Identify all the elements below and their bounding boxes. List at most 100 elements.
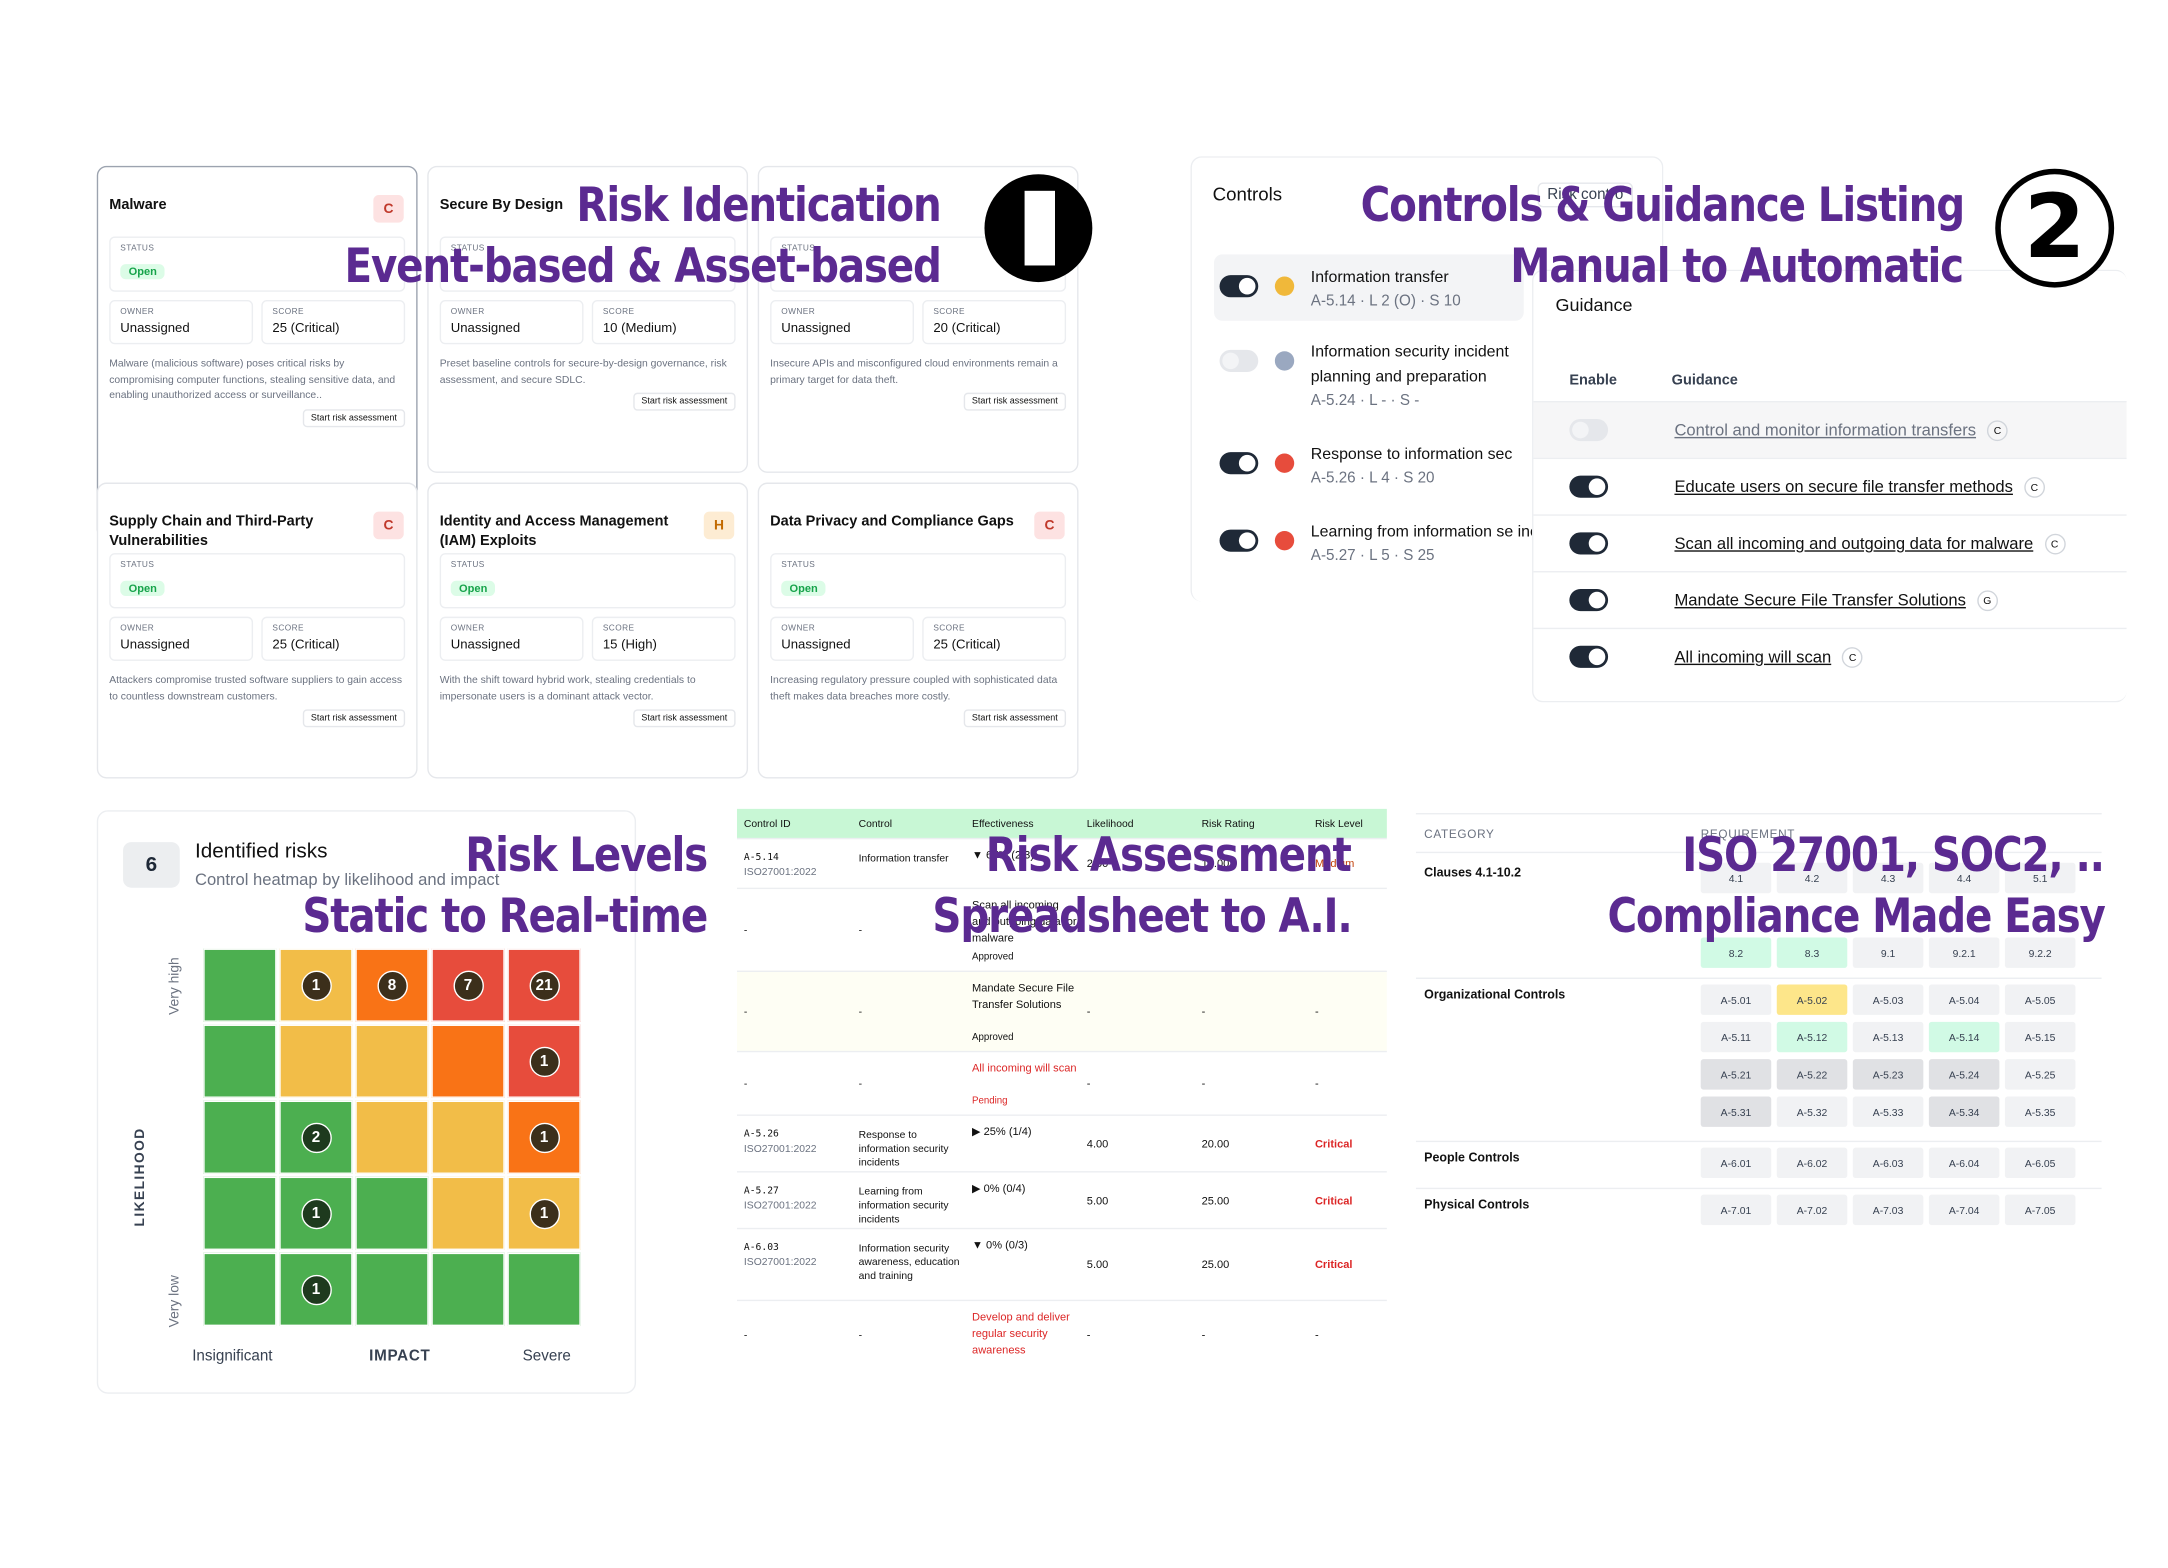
heatmap-cell[interactable] — [203, 1024, 277, 1098]
risk-controls-tab[interactable]: Risk contro — [1537, 182, 1634, 208]
requirement-chip[interactable]: 9.1 — [1852, 937, 1924, 968]
guidance-toggle[interactable] — [1569, 589, 1609, 612]
requirement-chip[interactable]: A-5.03 — [1852, 984, 1924, 1015]
requirement-chip[interactable]: A-5.33 — [1852, 1096, 1924, 1127]
heatmap-cell[interactable] — [355, 1176, 429, 1250]
requirement-chip[interactable]: A-5.22 — [1776, 1059, 1848, 1090]
control-toggle[interactable] — [1219, 275, 1259, 298]
heatmap-cell[interactable] — [203, 1252, 277, 1327]
guidance-link[interactable]: Educate users on secure file transfer me… — [1674, 477, 2013, 497]
guidance-link[interactable]: Control and monitor information transfer… — [1674, 420, 1977, 440]
control-toggle[interactable] — [1219, 452, 1259, 475]
requirement-chip[interactable]: 4.4 — [1928, 862, 2000, 894]
heatmap-cell[interactable] — [355, 1024, 429, 1098]
risk-card[interactable]: Malware C STATUS Open OWNER Unassigned SCORE 25… — [96, 165, 418, 540]
heatmap-cell[interactable] — [355, 1252, 429, 1327]
control-item[interactable]: Information transfer A-5.14 · L 2 (O) · S… — [1219, 265, 1538, 312]
heatmap-cell[interactable]: 2 — [279, 1100, 353, 1174]
guidance-link[interactable]: Scan all incoming and outgoing data for … — [1674, 533, 2034, 554]
requirement-chip[interactable]: A-5.21 — [1700, 1059, 1772, 1090]
requirement-chip[interactable]: 9.2.1 — [1928, 937, 2000, 968]
start-risk-assessment-button[interactable]: Start risk assessment — [963, 392, 1067, 411]
heatmap-cell[interactable] — [355, 1100, 429, 1174]
guidance-toggle[interactable] — [1569, 475, 1609, 498]
requirement-chip[interactable]: A-5.13 — [1852, 1021, 1924, 1053]
requirement-chip[interactable]: A-5.15 — [2004, 1021, 2076, 1053]
guidance-link[interactable]: Mandate Secure File Transfer Solutions — [1674, 590, 1966, 610]
requirement-chip[interactable]: A-7.02 — [1776, 1194, 1848, 1226]
heatmap-cell[interactable] — [431, 1176, 505, 1250]
guidance-toggle[interactable] — [1569, 645, 1609, 668]
heatmap-cell[interactable] — [507, 1252, 581, 1327]
requirement-chip[interactable]: 5.1 — [2004, 862, 2076, 894]
heatmap-cell[interactable]: 8 — [355, 948, 429, 1022]
requirement-chip[interactable]: A-5.02 — [1776, 984, 1848, 1015]
start-risk-assessment-button[interactable]: Start risk assessment — [633, 392, 736, 411]
heatmap-cell[interactable]: 1 — [279, 1252, 353, 1327]
control-item[interactable]: Information security incident planning a… — [1219, 340, 1538, 412]
guidance-link[interactable]: All incoming will scan — [1674, 647, 1832, 667]
heatmap-cell[interactable] — [203, 948, 277, 1022]
requirement-chip[interactable]: A-6.05 — [2004, 1147, 2076, 1179]
heatmap-cell[interactable] — [431, 1252, 505, 1327]
start-risk-assessment-button[interactable]: Start risk assessment — [302, 709, 406, 728]
heatmap-cell[interactable]: 1 — [507, 1024, 581, 1098]
requirement-chip[interactable]: A-6.01 — [1700, 1147, 1772, 1179]
requirement-chip[interactable]: A-5.04 — [1928, 984, 2000, 1015]
heatmap-cell[interactable]: 1 — [279, 1176, 353, 1250]
owner-score-row: OWNER Unassigned SCORE 25 (Critical) — [109, 616, 406, 661]
heatmap-cell[interactable] — [431, 1024, 505, 1098]
heatmap-cell[interactable]: 1 — [507, 1100, 581, 1174]
control-toggle[interactable] — [1219, 349, 1259, 372]
heatmap-cell[interactable]: 7 — [431, 948, 505, 1022]
guidance-tag: C — [2044, 533, 2066, 554]
requirement-chip[interactable]: A-6.04 — [1928, 1147, 2000, 1179]
requirement-chip[interactable]: A-5.05 — [2004, 984, 2076, 1015]
requirement-chip[interactable]: A-5.01 — [1700, 984, 1772, 1015]
requirement-chip[interactable]: A-6.03 — [1852, 1147, 1924, 1179]
guidance-toggle[interactable] — [1569, 418, 1609, 442]
risk-card[interactable]: Identity and Access Management (IAM) Exp… — [427, 482, 749, 779]
requirement-chip[interactable]: 9.2.2 — [2004, 937, 2076, 968]
heatmap-cell[interactable]: 1 — [507, 1176, 581, 1250]
heatmap-cell[interactable] — [203, 1176, 277, 1250]
control-item[interactable]: Response to information sec A-5.26 · L 4 … — [1219, 442, 1538, 489]
heatmap-cell[interactable] — [279, 1024, 353, 1098]
control-toggle[interactable] — [1219, 529, 1259, 552]
risk-rating: 20.00 — [1201, 1137, 1230, 1150]
requirement-chip[interactable]: A-6.02 — [1776, 1147, 1848, 1179]
requirement-chip[interactable]: A-5.24 — [1928, 1059, 2000, 1090]
requirement-chip[interactable]: A-5.25 — [2004, 1059, 2076, 1090]
requirement-chip[interactable]: A-5.11 — [1700, 1021, 1772, 1053]
requirement-chip[interactable]: A-5.34 — [1928, 1096, 2000, 1127]
start-risk-assessment-button[interactable]: Start risk assessment — [633, 709, 736, 728]
requirement-chip[interactable]: 4.3 — [1852, 862, 1924, 894]
requirement-chip[interactable]: 4.1 — [1700, 862, 1772, 894]
guidance-toggle[interactable] — [1569, 532, 1609, 555]
heatmap-cell[interactable] — [203, 1100, 277, 1174]
risk-card[interactable]: Data Privacy and Compliance Gaps C STATUS O… — [757, 482, 1079, 779]
requirement-chip[interactable]: A-5.35 — [2004, 1096, 2076, 1127]
heatmap-cell[interactable]: 21 — [507, 948, 581, 1022]
risk-card[interactable]: STATUS OWNER Unassigned SCORE 20 (Critical) I… — [757, 165, 1079, 473]
requirement-chip[interactable]: A-5.23 — [1852, 1059, 1924, 1090]
requirement-chip[interactable]: A-7.03 — [1852, 1194, 1924, 1226]
requirement-chip[interactable]: A-5.14 — [1928, 1021, 2000, 1053]
start-risk-assessment-button[interactable]: Start risk assessment — [963, 709, 1067, 728]
requirement-chip[interactable]: A-5.12 — [1776, 1021, 1848, 1053]
requirement-chip[interactable]: A-7.05 — [2004, 1194, 2076, 1226]
requirement-chip[interactable]: 8.2 — [1700, 937, 1772, 968]
heatmap-cell[interactable] — [431, 1100, 505, 1174]
requirement-chip[interactable]: 4.2 — [1776, 862, 1848, 894]
risk-card[interactable]: Secure By Design STATUS OWNER Unassigned SCO… — [427, 165, 749, 473]
requirement-chip[interactable]: 8.3 — [1776, 937, 1848, 968]
risk-card[interactable]: Supply Chain and Third-Party Vulnerabili… — [96, 482, 418, 779]
heatmap-cell[interactable]: 1 — [279, 948, 353, 1022]
requirement-chip[interactable]: A-5.31 — [1700, 1096, 1772, 1127]
start-risk-assessment-button[interactable]: Start risk assessment — [302, 408, 406, 427]
status-pill: Open — [120, 264, 166, 280]
requirement-chip[interactable]: A-7.04 — [1928, 1194, 2000, 1226]
requirement-chip[interactable]: A-5.32 — [1776, 1096, 1848, 1127]
control-item[interactable]: Learning from information se incidents A-… — [1219, 520, 1538, 567]
requirement-chip[interactable]: A-7.01 — [1700, 1194, 1772, 1226]
